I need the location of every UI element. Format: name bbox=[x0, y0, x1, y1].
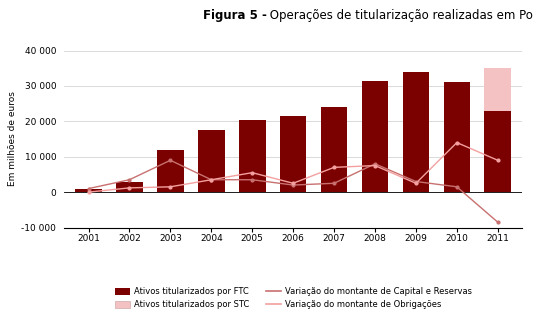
Bar bbox=[362, 81, 389, 192]
Bar bbox=[157, 150, 184, 192]
Text: Operações de titularização realizadas em Portugal: Operações de titularização realizadas em… bbox=[266, 9, 533, 22]
Bar bbox=[484, 111, 511, 192]
Y-axis label: Em milhões de euros: Em milhões de euros bbox=[9, 92, 17, 186]
Bar bbox=[484, 68, 511, 192]
Bar bbox=[239, 119, 265, 192]
Bar bbox=[443, 82, 470, 192]
Bar bbox=[443, 95, 470, 192]
Bar bbox=[280, 116, 306, 192]
Bar bbox=[321, 107, 348, 192]
Bar bbox=[402, 72, 429, 192]
Bar bbox=[75, 189, 102, 192]
Bar bbox=[402, 144, 429, 192]
Bar bbox=[116, 181, 143, 192]
Bar bbox=[198, 130, 224, 192]
Legend: Ativos titularizados por FTC, Ativos titularizados por STC, Variação do montante: Ativos titularizados por FTC, Ativos tit… bbox=[112, 285, 474, 312]
Text: Figura 5 -: Figura 5 - bbox=[203, 9, 266, 22]
